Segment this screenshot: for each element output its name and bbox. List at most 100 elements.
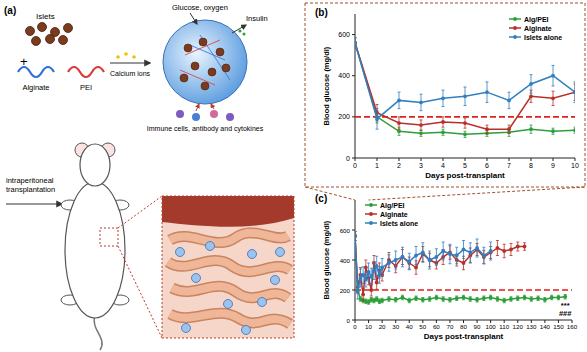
islet-icon	[184, 44, 192, 52]
data-point	[375, 281, 379, 285]
error-bar	[482, 247, 485, 264]
zoom-line	[118, 196, 162, 228]
x-tick-label: 160	[567, 323, 578, 330]
data-point	[369, 275, 373, 279]
series-line	[355, 43, 575, 135]
series	[355, 232, 567, 305]
capsule-icon	[182, 324, 191, 333]
error-bar	[496, 297, 499, 302]
data-point	[516, 296, 520, 300]
error-bar	[564, 295, 567, 300]
x-tick-label: 8	[529, 162, 533, 169]
x-tick-label: 1	[375, 162, 379, 169]
data-point	[394, 298, 398, 302]
output-label: Insulin	[246, 14, 268, 23]
error-bar	[367, 263, 370, 281]
error-bar	[509, 297, 512, 302]
error-bar	[381, 298, 384, 303]
error-bar	[401, 295, 404, 300]
capsule-icon	[276, 248, 285, 257]
error-bar	[435, 249, 438, 266]
significance-label: ###	[559, 309, 572, 318]
error-bar	[448, 244, 451, 264]
y-tick-label: 600	[340, 227, 351, 234]
error-bar	[394, 251, 397, 269]
route-label: transplantation	[6, 185, 55, 194]
data-point	[475, 246, 479, 250]
error-bar	[420, 94, 423, 110]
x-tick-label: 100	[485, 323, 496, 330]
calcium-ion-icon	[116, 55, 120, 59]
error-bar	[489, 242, 492, 260]
data-point	[482, 254, 486, 258]
inputs-label: Glucose, oxygen	[172, 3, 228, 12]
x-tick-label: 110	[499, 323, 509, 330]
error-bar	[552, 91, 555, 105]
error-bar	[550, 295, 553, 300]
zoom-view	[162, 196, 294, 338]
capsule-icon	[248, 250, 257, 259]
data-point	[507, 127, 511, 131]
intestine	[170, 233, 288, 243]
capsule-icon	[176, 248, 185, 257]
zoom-line	[305, 187, 355, 200]
error-bar	[398, 92, 401, 108]
zoom-frame	[162, 196, 294, 338]
data-point	[355, 41, 357, 45]
error-bar	[421, 298, 424, 303]
data-point	[455, 254, 459, 258]
data-point	[563, 295, 567, 299]
error-bar	[486, 125, 489, 133]
mouse-body	[65, 182, 125, 318]
data-point	[401, 255, 405, 259]
error-bar	[387, 255, 390, 272]
immune-label: Immune cells, antibody and cytokines	[147, 125, 264, 133]
intestine	[172, 286, 288, 298]
error-bar	[398, 117, 401, 129]
x-tick-label: 30	[392, 323, 399, 330]
blocked-arrow	[211, 104, 214, 109]
series	[355, 38, 575, 134]
x-tick-label: 10	[365, 323, 372, 330]
x-tick-label: 150	[553, 323, 564, 330]
figure: (a)Islets+AlginatePEICalcium ionsGlucose…	[0, 0, 587, 352]
alginate-label: Alginate	[22, 83, 49, 92]
panel-label: (b)	[315, 7, 328, 18]
data-point	[397, 121, 401, 125]
pei-label: PEI	[80, 83, 92, 92]
route-label: intraperitoneal	[6, 176, 54, 185]
error-bar	[574, 127, 576, 133]
mouse-head	[80, 144, 110, 186]
data-point	[463, 132, 467, 136]
data-point	[414, 266, 418, 270]
y-tick-label: 200	[338, 113, 350, 120]
error-bar	[415, 296, 418, 301]
error-bar	[496, 241, 499, 256]
data-point	[441, 297, 445, 301]
y-tick-label: 0	[347, 317, 351, 324]
data-point	[401, 296, 405, 300]
data-point	[441, 130, 445, 134]
series	[355, 38, 575, 130]
error-bar	[435, 295, 438, 300]
immune-cell-icon	[192, 113, 200, 121]
input-arrow	[190, 13, 197, 24]
data-point	[485, 90, 489, 94]
x-tick-label: 60	[433, 323, 440, 330]
data-point	[463, 121, 467, 125]
data-point	[536, 296, 540, 300]
legend-marker	[369, 212, 373, 216]
series-line	[355, 236, 525, 295]
error-bar	[448, 298, 451, 303]
y-axis	[355, 14, 356, 158]
y-axis	[355, 200, 356, 320]
islets-label: Islets	[36, 12, 55, 21]
chart: (c)0200400600010203040506070809010011012…	[315, 193, 578, 341]
alginate-strand	[18, 67, 54, 77]
x-tick-label: 120	[513, 323, 524, 330]
islet-icon	[216, 48, 224, 56]
data-point	[378, 273, 382, 277]
immune-cell-icon	[210, 110, 218, 118]
intestine	[168, 261, 290, 272]
islet-icon	[208, 68, 216, 76]
